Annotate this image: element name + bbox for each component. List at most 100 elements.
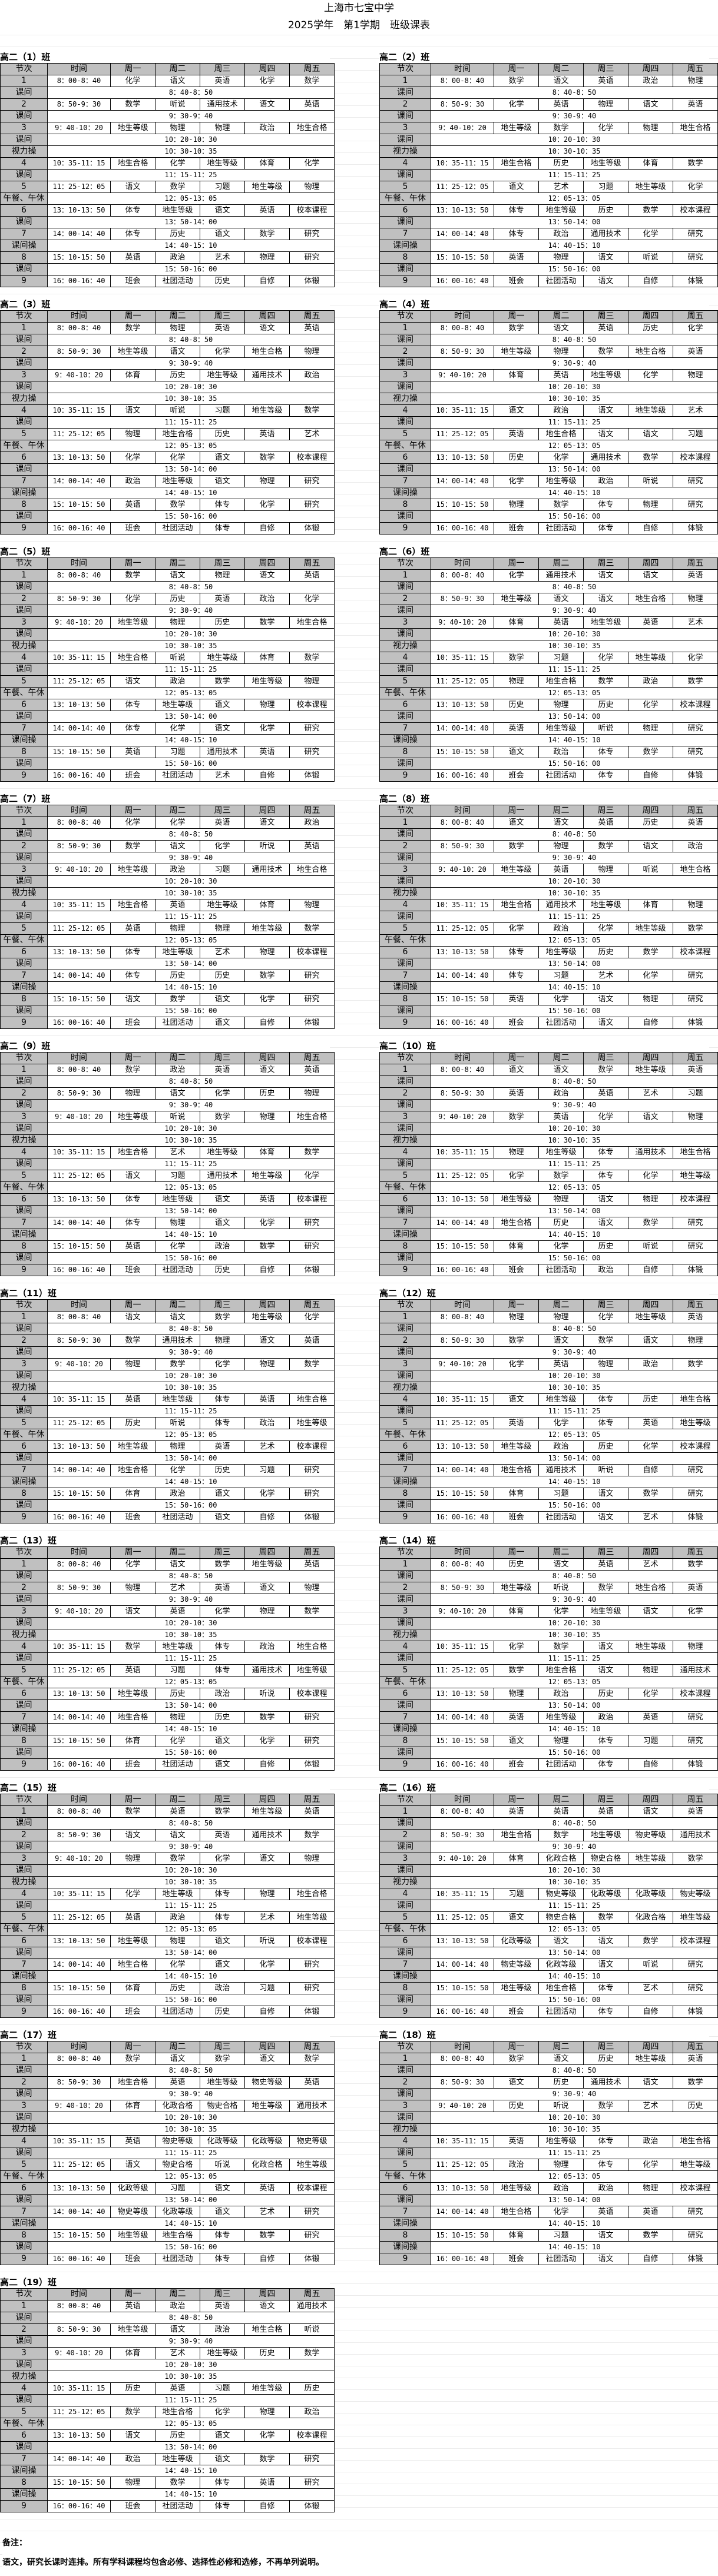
break-label: 课间 [379,1370,431,1382]
column-header: 周三 [200,805,245,817]
class-timetable: 高二（2）班 节次 时间 周一 周二 周三 周四 周五 1 8：00-8：40 数学 语文 英语 政治 物理… [379,51,718,287]
subject-cell: 语文 [200,1193,245,1206]
period-row: 3 9：40-10：20 物理 数学 化学 物理 数学 [0,1358,335,1370]
subject-cell: 化学 [538,1417,584,1429]
break-time: 8：40-8：50 [431,1323,718,1335]
period-time: 16：00-16：40 [47,1264,111,1276]
break-label: 课间 [379,1900,431,1912]
period-time: 14：00-14：40 [431,1217,494,1229]
period-number: 3 [0,1605,48,1618]
column-header: 周二 [538,63,584,75]
break-label: 课间 [0,581,48,593]
break-label: 课间 [0,828,48,841]
column-header: 节次 [379,557,431,570]
break-time: 15：50-16：00 [431,1005,718,1017]
break-label: 视力操 [0,393,48,405]
subject-cell: 英语 [110,2300,155,2312]
subject-cell: 英语 [494,722,539,735]
period-row: 9 16：00-16：40 班会 社团活动 语文 自修 体锻 [0,1017,335,1029]
subject-cell: 地生合格 [110,1711,155,1724]
header-row: 节次 时间 周一 周二 周三 周四 周五 [0,805,335,817]
subject-cell: 研究 [673,475,718,487]
column-header: 周二 [538,310,584,323]
subject-cell: 地生等级 [289,1417,335,1429]
timetable-grid: 节次 时间 周一 周二 周三 周四 周五 1 8：00-8：40 化学 语文 数学 地生等级 英语 课间 8：… [0,1546,335,1771]
subject-cell: 化学 [289,1170,335,1182]
period-number: 6 [0,699,48,711]
column-header: 周五 [289,1794,335,1806]
period-time: 14：00-14：40 [431,475,494,487]
subject-cell: 英语 [155,1805,200,1818]
subject-cell: 研究 [289,2453,335,2465]
column-header: 周四 [244,1299,290,1312]
timetable-grid: 节次 时间 周一 周二 周三 周四 周五 1 8：00-8：40 数学 语文 英语 历史 化学 课间 8：40… [379,310,718,535]
subject-cell: 语文 [538,816,584,829]
break-time: 15：50-16：00 [47,1252,335,1264]
subject-cell: 地生合格 [628,346,673,358]
period-number: 3 [379,2100,431,2112]
subject-cell: 物理 [628,499,673,511]
subject-cell: 研究 [673,993,718,1005]
subject-cell: 语文 [583,428,628,440]
break-label: 课间 [0,110,48,122]
subject-cell: 语文 [628,1111,673,1123]
period-number: 9 [0,1017,48,1029]
period-row: 7 14：00-14：40 地生合格 化学 英语 英语 研究 [379,2206,718,2218]
subject-cell: 语文 [200,452,245,464]
break-time: 8：40-8：50 [47,1323,335,1335]
class-name: 高二（15）班 [0,1782,330,1794]
subject-cell: 体锻 [289,769,335,782]
break-time: 15：50-16：00 [431,263,718,275]
subject-cell: 体专 [200,2477,245,2489]
subject-cell: 化学 [155,452,200,464]
period-number: 3 [0,616,48,629]
column-header: 周一 [494,1794,539,1806]
break-label: 课间 [0,1594,48,1606]
period-number: 6 [0,1193,48,1206]
subject-cell: 数学 [628,1935,673,1947]
subject-cell: 数学 [110,1335,155,1347]
class-name: 高二（17）班 [0,2029,330,2041]
period-number: 1 [0,2300,48,2312]
period-time: 13：10-13：50 [431,1440,494,1453]
break-time: 9：30-9：40 [47,1099,335,1111]
column-header: 周二 [155,310,200,323]
subject-cell: 地生合格 [494,2206,539,2218]
break-label: 课间 [0,711,48,723]
subject-cell: 化学 [494,475,539,487]
column-header: 周五 [289,1052,335,1064]
period-time: 11：25-12：05 [47,1417,111,1429]
subject-cell: 研究 [289,2206,335,2218]
period-time: 10：35-11：15 [431,404,494,417]
break-row: 视力操 10：30-10：35 [0,1876,335,1888]
subject-cell: 通用技术 [628,1146,673,1158]
break-label: 课间 [379,1205,431,1217]
period-row: 4 10：35-11：15 数学 习题 化学 地生等级 化学 [379,652,718,664]
break-row: 课间操 14：40-15：10 [0,2465,335,2477]
period-time: 8：00-8：40 [431,75,494,87]
subject-cell: 政治 [110,2453,155,2465]
break-label: 课间 [0,510,48,523]
period-number: 1 [0,322,48,334]
break-row: 课间 15：50-16：00 [379,1252,718,1264]
period-time: 10：35-11：15 [47,652,111,664]
column-header: 周三 [583,310,628,323]
period-time: 15：10-15：50 [431,1735,494,1747]
subject-cell: 社团活动 [538,1017,584,1029]
subject-cell: 艺术 [673,404,718,417]
break-row: 课间 13：50-14：00 [379,216,718,228]
break-row: 课间 11：15-11：25 [379,169,718,181]
header-row: 节次 时间 周一 周二 周三 周四 周五 [0,557,335,570]
break-time: 10：20-10：30 [431,381,718,393]
period-row: 5 11：25-12：05 英语 政治 体专 艺术 地生等级 [0,1911,335,1924]
subject-cell: 自修 [244,2006,290,2018]
column-header: 周五 [289,805,335,817]
period-number: 1 [0,569,48,582]
subject-cell: 语文 [155,840,200,852]
break-row: 午餐、午休 12：05-13：05 [379,192,718,205]
subject-cell: 体专 [200,1393,245,1406]
period-time: 14：00-14：40 [47,1711,111,1724]
subject-cell: 地生等级 [494,1193,539,1206]
subject-cell: 数学 [583,1064,628,1076]
break-label: 课间 [379,110,431,122]
